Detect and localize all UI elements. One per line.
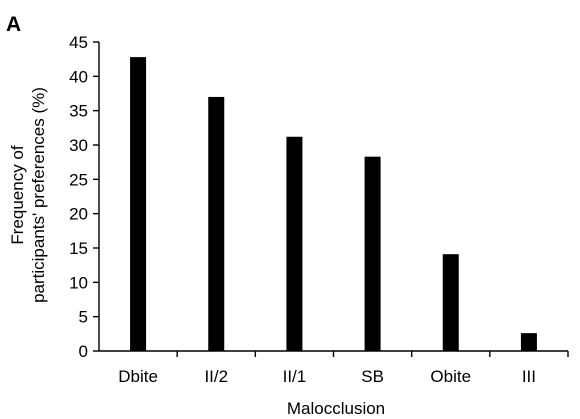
- bar-dbite: [130, 57, 147, 352]
- y-tick-label: 20: [69, 205, 88, 224]
- x-tick-label: III: [522, 367, 536, 386]
- bar-iii: [520, 333, 537, 351]
- x-tick-label: SB: [361, 367, 384, 386]
- y-axis-ticks: 0 5 10 15 20 25 30 35 40 45: [69, 33, 99, 361]
- bar-obite: [442, 254, 459, 351]
- x-tick-label: II/1: [283, 367, 307, 386]
- y-axis-title-line-1: Frequency of: [8, 145, 27, 244]
- y-tick-label: 5: [79, 308, 88, 327]
- panel-label: A: [6, 13, 21, 36]
- y-tick-label: 0: [79, 342, 88, 361]
- y-tick-label: 25: [69, 170, 88, 189]
- x-tick-label: Dbite: [118, 367, 158, 386]
- y-tick-label: 15: [69, 239, 88, 258]
- y-tick-label: 45: [69, 33, 88, 52]
- x-tick-label: Obite: [430, 367, 471, 386]
- bars: [130, 57, 537, 352]
- y-tick-label: 35: [69, 102, 88, 121]
- bar-sb: [364, 156, 381, 351]
- bar-ii-1: [286, 136, 303, 351]
- y-tick-label: 40: [69, 67, 88, 86]
- bar-ii-2: [208, 96, 225, 351]
- x-tick-label: II/2: [204, 367, 228, 386]
- x-axis-title: Malocclusion: [287, 399, 385, 418]
- y-tick-label: 10: [69, 273, 88, 292]
- y-axis-title-line-2: participants' preferences (%): [29, 87, 48, 303]
- y-axis-title: Frequency of participants' preferences (…: [8, 87, 48, 303]
- x-axis-ticks: Dbite II/2 II/1 SB Obite III: [118, 351, 569, 386]
- y-tick-label: 30: [69, 136, 88, 155]
